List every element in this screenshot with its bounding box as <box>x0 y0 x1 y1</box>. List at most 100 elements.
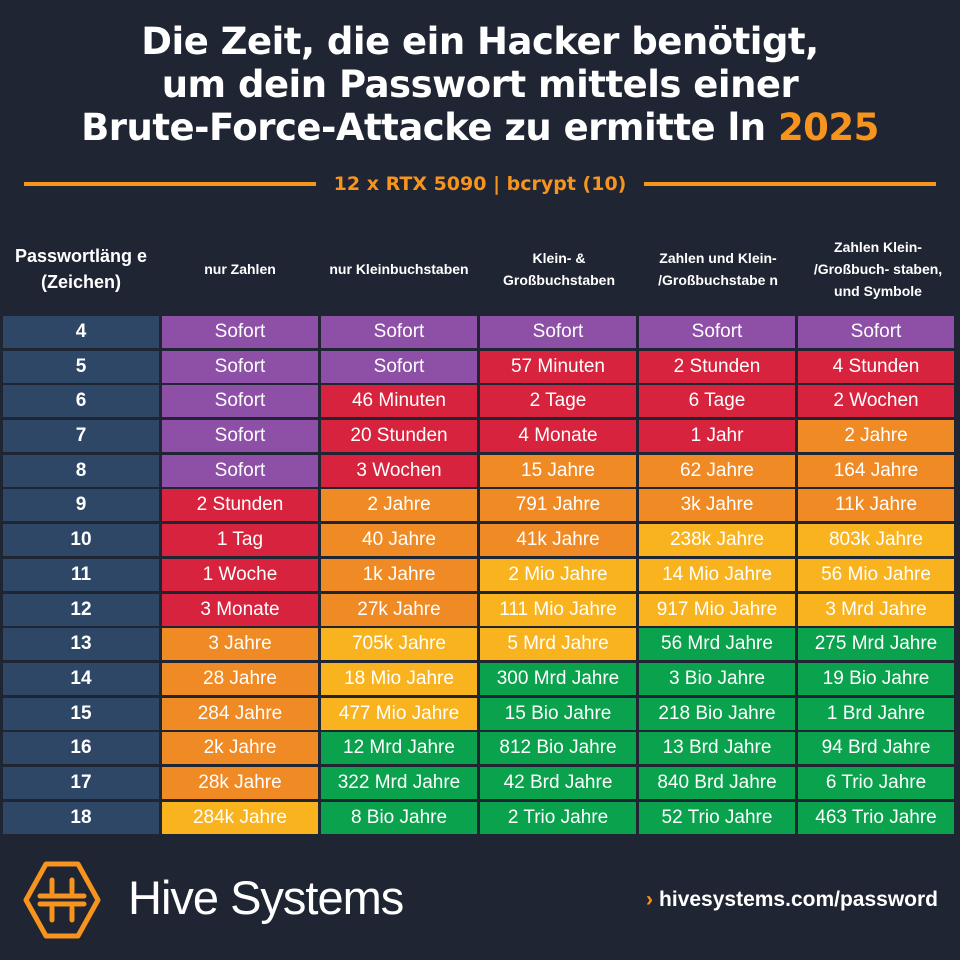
time-cell: 791 Jahre <box>480 489 636 522</box>
year: 2025 <box>777 106 879 149</box>
hive-logo-icon <box>23 861 101 939</box>
time-cell: 41k Jahre <box>480 524 636 557</box>
time-cell: 164 Jahre <box>798 454 954 487</box>
time-cell: 8 Bio Jahre <box>321 801 477 834</box>
password-length: 8 <box>3 454 159 487</box>
column-header: Passwortläng e (Zeichen) <box>14 246 148 292</box>
time-cell: Sofort <box>162 316 318 348</box>
time-cell: 2 Mio Jahre <box>480 558 636 591</box>
time-cell: 3 Bio Jahre <box>639 662 795 695</box>
column-header: Zahlen Klein- /Großbuch- staben, und Sym… <box>813 239 943 299</box>
time-cell: 52 Trio Jahre <box>639 801 795 834</box>
brand-name: Hive Systems <box>128 871 404 924</box>
time-cell: 18 Mio Jahre <box>321 662 477 695</box>
time-cell: 56 Mrd Jahre <box>639 628 795 661</box>
time-cell: 284k Jahre <box>162 801 318 834</box>
time-cell: 463 Trio Jahre <box>798 801 954 834</box>
time-cell: 13 Brd Jahre <box>639 732 795 765</box>
time-cell: Sofort <box>162 350 318 383</box>
time-cell: 3 Wochen <box>321 454 477 487</box>
time-cell: 300 Mrd Jahre <box>480 662 636 695</box>
time-cell: 322 Mrd Jahre <box>321 766 477 799</box>
time-cell: 42 Brd Jahre <box>480 766 636 799</box>
time-cell: 2 Jahre <box>321 489 477 522</box>
time-cell: 6 Tage <box>639 385 795 418</box>
time-cell: 2 Stunden <box>162 489 318 522</box>
time-cell: 15 Jahre <box>480 454 636 487</box>
time-cell: 1k Jahre <box>321 558 477 591</box>
password-length: 9 <box>3 489 159 522</box>
time-cell: 812 Bio Jahre <box>480 732 636 765</box>
divider <box>644 182 937 186</box>
password-length: 13 <box>3 628 159 661</box>
password-length: 12 <box>3 593 159 626</box>
time-cell: Sofort <box>162 385 318 418</box>
password-length: 4 <box>3 316 159 348</box>
time-cell: 4 Stunden <box>798 350 954 383</box>
page-title: Die Zeit, die ein Hacker benötigt, um de… <box>81 20 879 149</box>
time-cell: 14 Mio Jahre <box>639 558 795 591</box>
website-link[interactable]: › hivesystems.com/password <box>646 888 938 911</box>
time-cell: 19 Bio Jahre <box>798 662 954 695</box>
password-length: 6 <box>3 385 159 418</box>
time-cell: 12 Mrd Jahre <box>321 732 477 765</box>
time-cell: 28k Jahre <box>162 766 318 799</box>
column-header: nur Zahlen <box>204 261 276 277</box>
time-cell: 94 Brd Jahre <box>798 732 954 765</box>
time-cell: 2 Wochen <box>798 385 954 418</box>
divider <box>24 182 316 186</box>
time-cell: 6 Trio Jahre <box>798 766 954 799</box>
time-cell: 803k Jahre <box>798 524 954 557</box>
time-cell: 477 Mio Jahre <box>321 697 477 730</box>
time-cell: 2 Jahre <box>798 420 954 453</box>
time-cell: 3 Jahre <box>162 628 318 661</box>
time-cell: 3 Mrd Jahre <box>798 593 954 626</box>
password-length: 5 <box>3 350 159 383</box>
time-cell: 2 Stunden <box>639 350 795 383</box>
time-cell: 705k Jahre <box>321 628 477 661</box>
password-length: 10 <box>3 524 159 557</box>
time-cell: Sofort <box>321 350 477 383</box>
password-length: 18 <box>3 801 159 834</box>
time-cell: 1 Woche <box>162 558 318 591</box>
time-cell: Sofort <box>639 316 795 348</box>
time-cell: 5 Mrd Jahre <box>480 628 636 661</box>
time-cell: 917 Mio Jahre <box>639 593 795 626</box>
subtitle: 12 x RTX 5090 | bcrypt (10) <box>333 173 627 195</box>
time-cell: Sofort <box>480 316 636 348</box>
time-cell: 218 Bio Jahre <box>639 697 795 730</box>
time-cell: 3k Jahre <box>639 489 795 522</box>
time-cell: 27k Jahre <box>321 593 477 626</box>
time-cell: 1 Jahr <box>639 420 795 453</box>
time-cell: Sofort <box>162 420 318 453</box>
time-cell: 15 Bio Jahre <box>480 697 636 730</box>
time-cell: 284 Jahre <box>162 697 318 730</box>
password-length: 17 <box>3 766 159 799</box>
time-cell: 238k Jahre <box>639 524 795 557</box>
time-cell: 20 Stunden <box>321 420 477 453</box>
time-cell: 4 Monate <box>480 420 636 453</box>
time-cell: 46 Minuten <box>321 385 477 418</box>
time-cell: 3 Monate <box>162 593 318 626</box>
column-header: Klein- & Großbuchstaben <box>502 250 615 288</box>
time-cell: Sofort <box>321 316 477 348</box>
password-table: 4 Sofort Sofort Sofort Sofort Sofort 5 Sofort So… <box>3 316 957 834</box>
time-cell: 111 Mio Jahre <box>480 593 636 626</box>
time-cell: 2 Trio Jahre <box>480 801 636 834</box>
time-cell: 2 Tage <box>480 385 636 418</box>
time-cell: 11k Jahre <box>798 489 954 522</box>
time-cell: 28 Jahre <box>162 662 318 695</box>
time-cell: 57 Minuten <box>480 350 636 383</box>
column-header: Zahlen und Klein- /Großbuchstabe n <box>658 250 778 288</box>
chevron-right-icon: › <box>646 888 654 911</box>
password-length: 14 <box>3 662 159 695</box>
time-cell: 56 Mio Jahre <box>798 558 954 591</box>
subtitle-row: 12 x RTX 5090 | bcrypt (10) <box>24 170 937 198</box>
password-length: 16 <box>3 732 159 765</box>
time-cell: 40 Jahre <box>321 524 477 557</box>
password-length: 15 <box>3 697 159 730</box>
time-cell: Sofort <box>162 454 318 487</box>
time-cell: 2k Jahre <box>162 732 318 765</box>
time-cell: 1 Brd Jahre <box>798 697 954 730</box>
password-length: 7 <box>3 420 159 453</box>
